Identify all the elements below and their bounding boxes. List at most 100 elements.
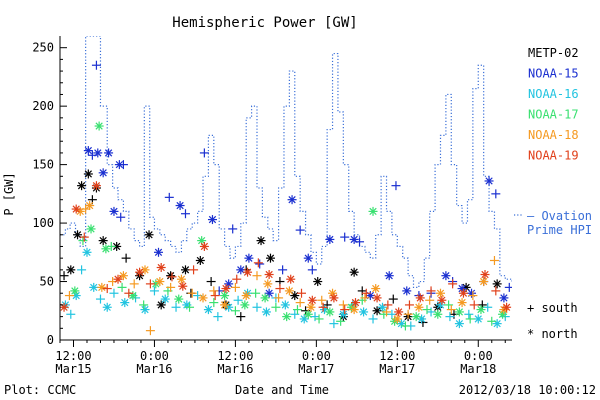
point-stroke xyxy=(436,301,445,309)
data-point-noaa-18-south xyxy=(64,291,74,301)
data-point-noaa-16-north xyxy=(82,247,92,257)
x-tick-date-label: Mar16 xyxy=(217,362,253,376)
point-stroke xyxy=(241,301,249,309)
point-stroke xyxy=(459,289,468,297)
data-point-noaa-18-north xyxy=(435,288,445,298)
point-stroke xyxy=(119,272,128,280)
data-point-noaa-17-south xyxy=(444,300,454,310)
data-point-noaa-15-north xyxy=(349,234,359,244)
point-stroke xyxy=(141,305,149,314)
data-point-metp-02-north xyxy=(372,306,382,316)
data-point-noaa-18-north xyxy=(392,314,402,324)
data-point-noaa-15-north xyxy=(499,293,509,303)
point-stroke xyxy=(350,305,358,314)
data-point-noaa-15-south xyxy=(355,237,365,247)
point-stroke xyxy=(161,295,169,303)
data-point-metp-02-north xyxy=(73,230,83,240)
point-stroke xyxy=(326,235,334,244)
point-stroke xyxy=(493,319,501,328)
plot-area: 05010015020025012:00Mar150:00Mar1612:00M… xyxy=(32,36,512,376)
data-point-noaa-17-north xyxy=(220,291,230,301)
data-point-noaa-15-south xyxy=(228,224,238,234)
point-stroke xyxy=(103,303,111,311)
point-stroke xyxy=(113,242,121,251)
point-stroke xyxy=(442,272,450,280)
point-stroke xyxy=(281,301,289,309)
point-stroke xyxy=(99,169,107,177)
data-point-metp-02-south xyxy=(388,294,398,304)
data-point-noaa-17-south xyxy=(139,300,149,310)
point-stroke xyxy=(417,315,426,323)
data-point-noaa-19-north xyxy=(350,298,360,308)
point-stroke xyxy=(350,235,358,244)
data-point-noaa-19-south xyxy=(167,272,177,282)
x-tick-time-label: 12:00 xyxy=(379,349,415,363)
point-stroke xyxy=(434,310,442,318)
legend-symbol-south: + south xyxy=(527,301,578,315)
data-point-noaa-18-north xyxy=(241,291,251,301)
point-stroke xyxy=(436,289,445,297)
data-point-noaa-16-north xyxy=(338,309,348,319)
data-point-noaa-15-north xyxy=(175,201,185,211)
data-point-noaa-16-north xyxy=(359,307,369,317)
data-point-noaa-19-south xyxy=(145,279,155,289)
point-stroke xyxy=(350,268,358,276)
data-point-noaa-19-south xyxy=(232,274,242,284)
point-stroke xyxy=(156,277,164,286)
data-point-noaa-19-south xyxy=(253,258,263,268)
data-point-noaa-17-south xyxy=(487,316,497,326)
point-stroke xyxy=(326,308,334,316)
data-point-noaa-18-south xyxy=(382,307,392,317)
point-stroke xyxy=(372,284,380,293)
data-point-noaa-19-north xyxy=(113,274,123,284)
point-stroke xyxy=(243,268,252,276)
point-stroke xyxy=(77,181,86,190)
data-point-noaa-19-north xyxy=(135,267,145,277)
x-axis-label: Date and Time xyxy=(235,383,329,397)
data-point-noaa-19-south xyxy=(491,286,501,296)
x-tick-time-label: 12:00 xyxy=(217,349,253,363)
data-point-noaa-17-south xyxy=(422,305,432,315)
point-stroke xyxy=(385,272,393,280)
point-stroke xyxy=(257,236,265,245)
point-stroke xyxy=(359,308,368,316)
point-stroke xyxy=(94,149,102,157)
point-stroke xyxy=(208,215,217,224)
data-point-metp-02-north xyxy=(265,253,275,263)
data-point-noaa-19-north xyxy=(502,302,512,312)
point-stroke xyxy=(73,231,82,239)
data-point-noaa-18-north xyxy=(220,300,230,310)
point-stroke xyxy=(72,291,80,300)
data-point-metp-02-north xyxy=(144,230,154,240)
point-stroke xyxy=(373,307,381,315)
data-point-noaa-16-north xyxy=(473,314,483,324)
point-stroke xyxy=(71,287,79,295)
point-stroke xyxy=(330,294,338,302)
data-point-noaa-15-south xyxy=(391,181,401,191)
data-point-metp-02-south xyxy=(322,300,332,310)
point-stroke xyxy=(369,207,377,216)
data-point-noaa-19-south xyxy=(404,300,414,310)
data-point-noaa-16-north xyxy=(280,300,290,310)
data-point-noaa-18-south xyxy=(230,282,240,292)
x-tick-date-label: Mar15 xyxy=(55,362,91,376)
data-point-noaa-16-north xyxy=(120,298,130,308)
data-point-noaa-15-south xyxy=(491,189,501,199)
data-point-noaa-17-south xyxy=(292,305,302,315)
data-point-noaa-18-north xyxy=(198,293,208,303)
point-stroke xyxy=(222,284,230,293)
legend-ovation-label: — Ovation xyxy=(527,209,592,223)
data-point-noaa-19-north xyxy=(372,293,382,303)
point-stroke xyxy=(83,248,91,256)
point-stroke xyxy=(498,310,507,318)
data-point-metp-02-north xyxy=(66,265,76,275)
point-stroke xyxy=(95,122,103,130)
data-point-metp-02-north xyxy=(290,291,300,301)
data-point-noaa-19-north xyxy=(71,204,81,214)
data-point-noaa-19-south xyxy=(275,284,285,294)
data-point-noaa-18-south xyxy=(338,300,348,310)
point-stroke xyxy=(394,308,403,316)
data-point-metp-02-north xyxy=(256,236,266,246)
point-stroke xyxy=(415,303,423,311)
data-point-noaa-15-south xyxy=(164,192,174,202)
